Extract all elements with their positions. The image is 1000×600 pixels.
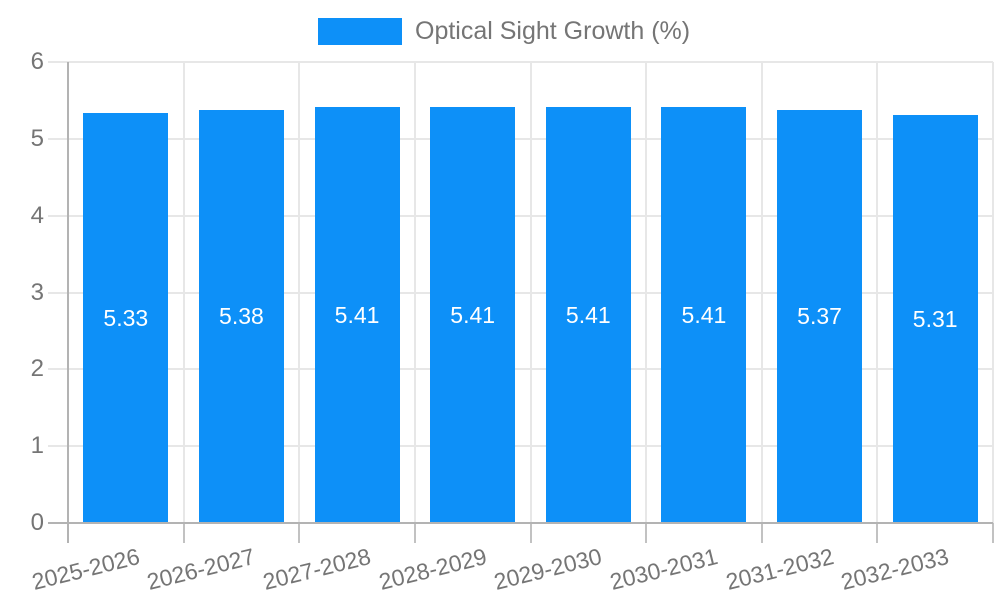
bar-value-label: 5.41 (334, 301, 380, 328)
bar: 5.38 (198, 109, 284, 523)
h-gridline (48, 137, 993, 140)
bar-value-label: 5.41 (450, 301, 496, 328)
h-gridline (48, 214, 993, 217)
v-gridline (413, 62, 416, 523)
x-tick-mark (413, 523, 416, 543)
y-tick-label: 0 (30, 509, 44, 536)
x-tick-mark (298, 523, 301, 543)
y-tick-label: 1 (30, 432, 44, 460)
v-gridline (645, 62, 648, 523)
x-axis-line (48, 522, 993, 524)
v-gridline (529, 62, 532, 523)
v-gridline (182, 62, 185, 523)
bar: 5.33 (83, 113, 169, 523)
bar: 5.41 (314, 107, 400, 523)
v-gridline (992, 62, 994, 523)
legend-swatch (318, 18, 402, 45)
h-gridline (48, 61, 993, 63)
bar-value-label: 5.38 (219, 302, 264, 329)
bar-value-label: 5.37 (797, 303, 842, 330)
x-tick-mark (645, 523, 648, 543)
x-tick-mark (760, 523, 763, 543)
bar: 5.41 (430, 107, 516, 523)
y-tick-label: 4 (30, 201, 44, 229)
x-tick-mark (992, 523, 994, 543)
y-tick-label: 6 (30, 48, 44, 75)
h-gridline (48, 445, 993, 448)
bar: 5.37 (777, 110, 863, 523)
x-tick-mark (529, 523, 532, 543)
bar-value-label: 5.41 (565, 301, 611, 328)
y-axis-line (67, 62, 69, 543)
h-gridline (48, 291, 993, 294)
legend-label: Optical Sight Growth (%) (415, 17, 691, 45)
bar-value-label: 5.41 (681, 301, 727, 328)
v-gridline (876, 62, 879, 523)
v-gridline (760, 62, 763, 523)
h-gridline (48, 368, 993, 371)
bar: 5.31 (892, 115, 978, 523)
bar-value-label: 5.33 (103, 304, 149, 331)
v-gridline (298, 62, 301, 523)
y-tick-label: 5 (30, 124, 44, 152)
x-tick-mark (182, 523, 185, 543)
x-tick-mark (876, 523, 879, 543)
plot-area: 5.33 5.38 5.41 5.41 5.41 5.41 5.37 5.31 (48, 61, 994, 543)
bar: 5.41 (661, 107, 747, 523)
bar-value-label: 5.31 (912, 305, 958, 332)
bar: 5.41 (545, 107, 631, 523)
y-tick-label: 2 (30, 355, 44, 383)
legend: Optical Sight Growth (%) (318, 18, 690, 45)
y-tick-label: 3 (30, 278, 44, 306)
